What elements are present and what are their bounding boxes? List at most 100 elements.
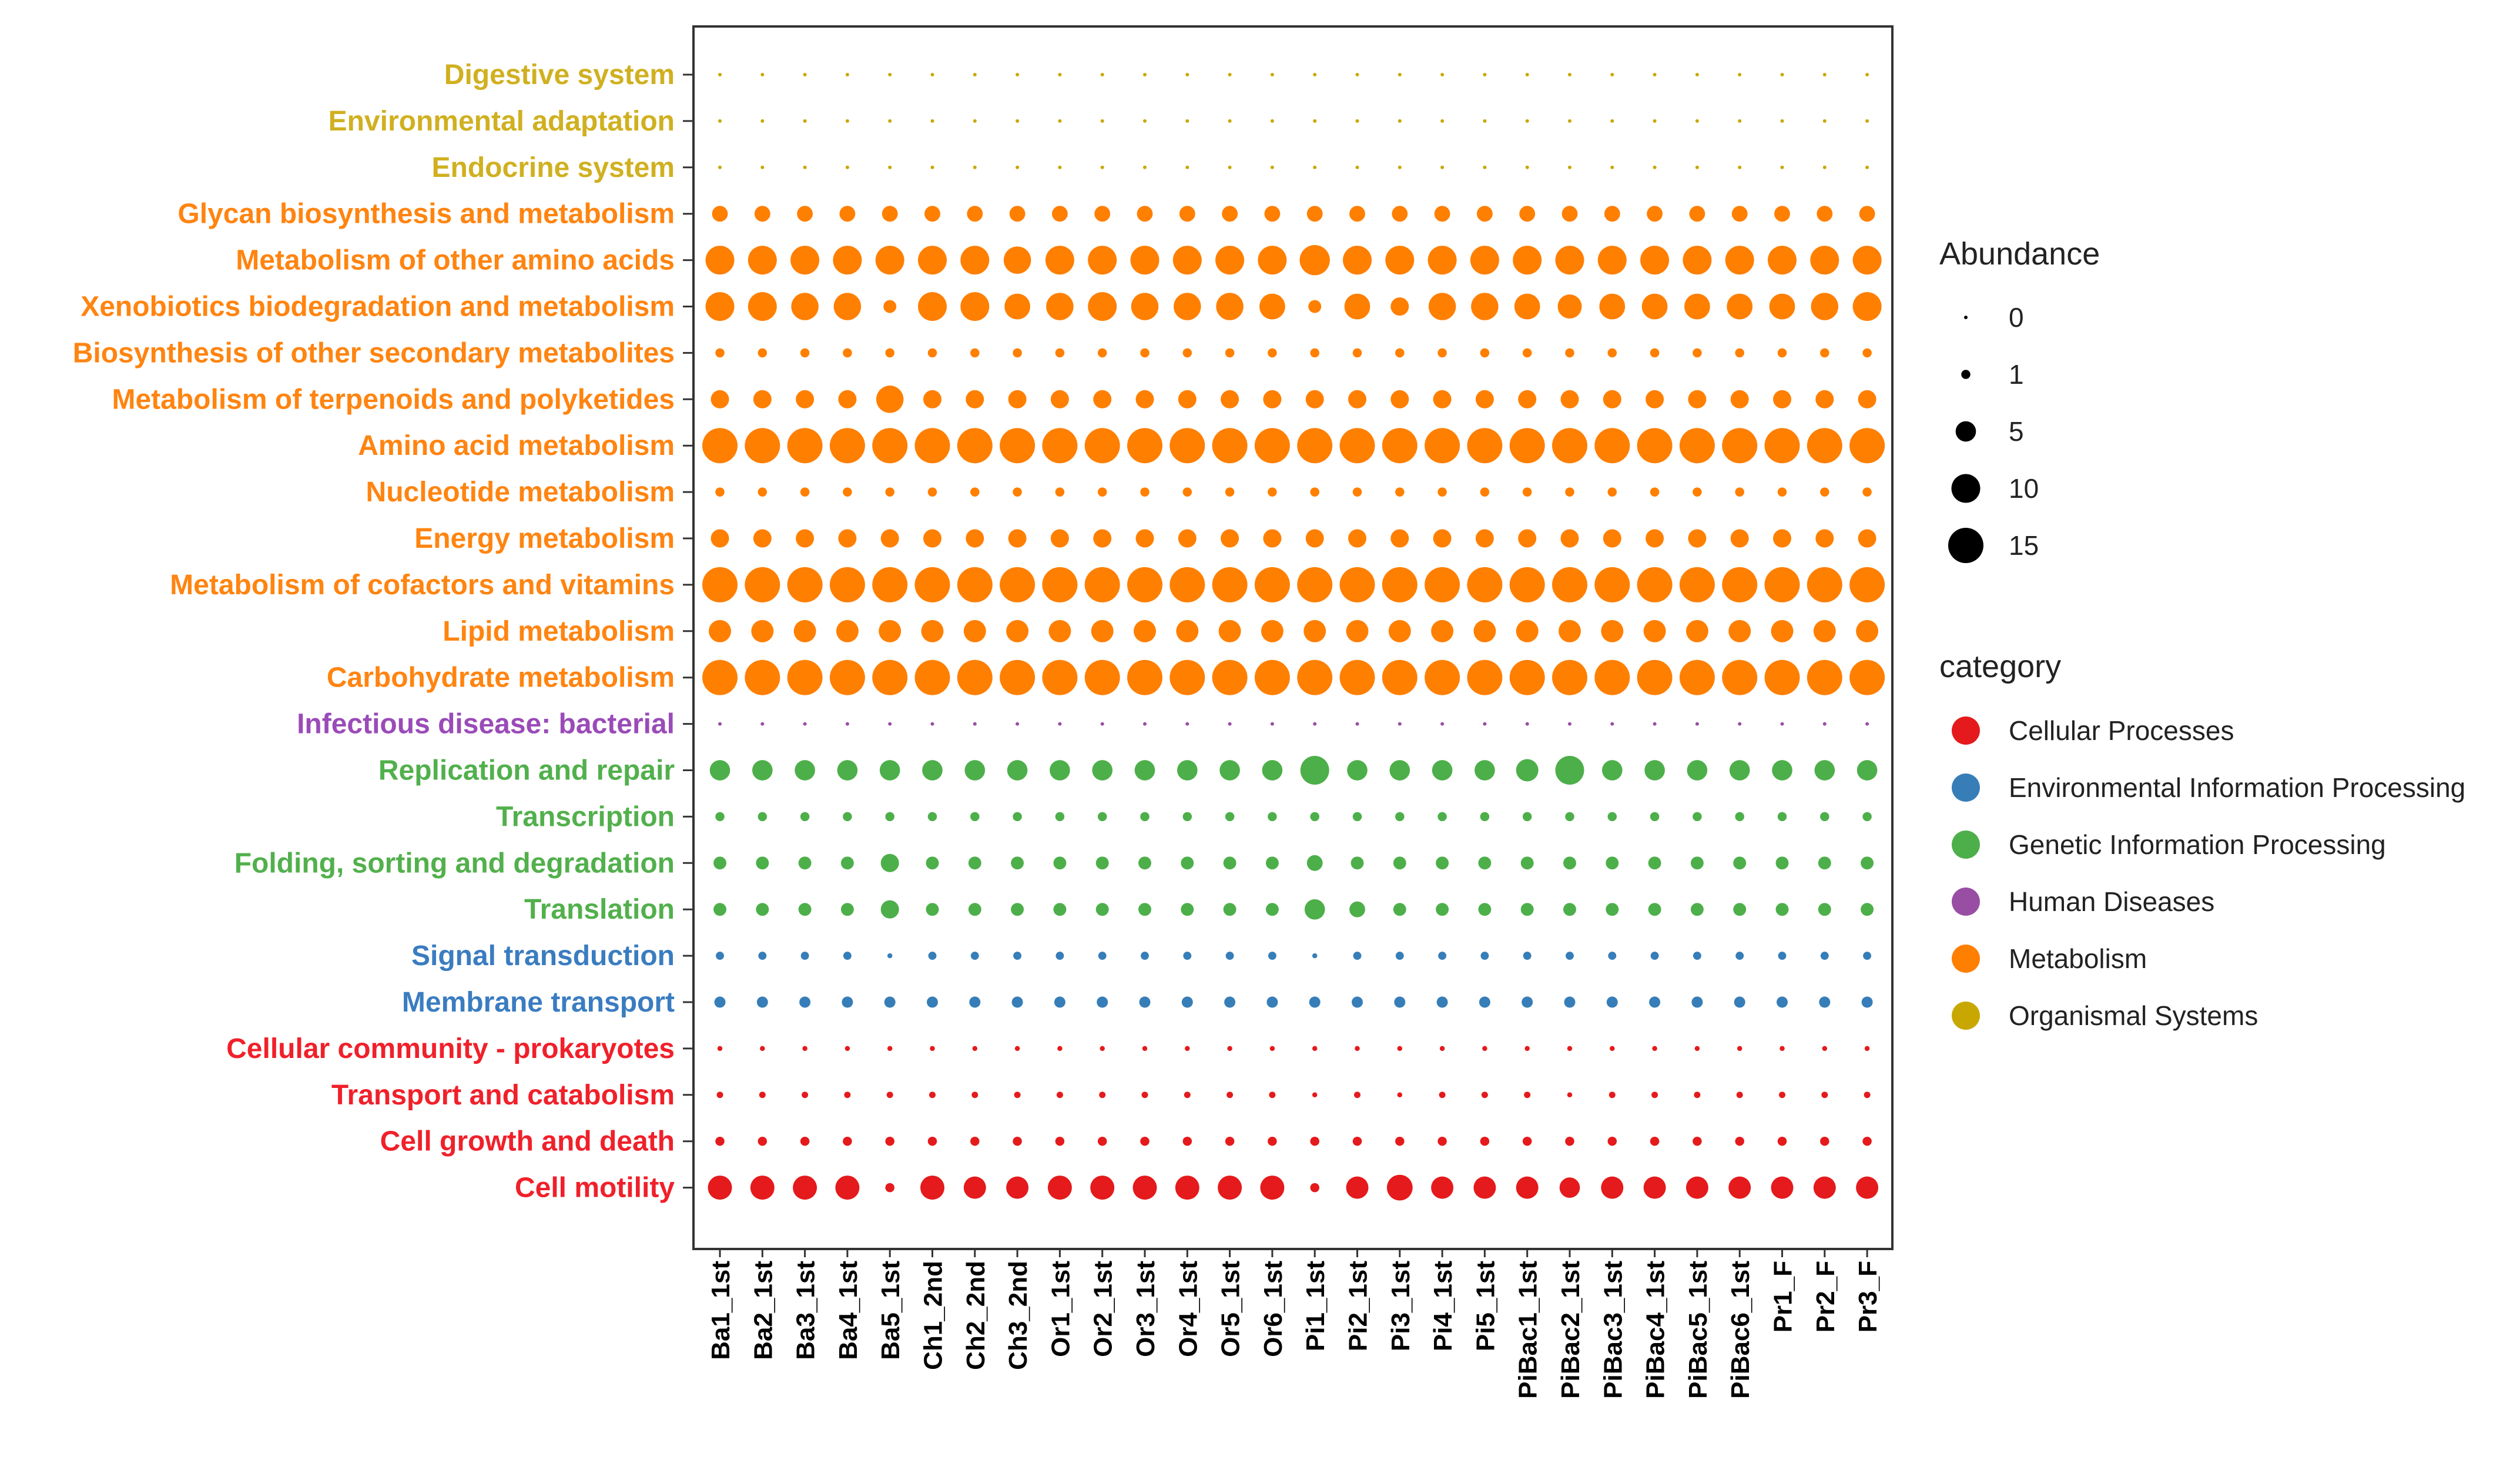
point-endocrine-system-pr3-f [1865,165,1869,169]
point-amino-acid-metabolism-pibac4-1st [1637,428,1673,464]
point-digestive-system-pibac3-1st [1610,73,1614,76]
point-xenobiotics-biodegradation-and-metabolism-pi4-1st [1428,293,1456,320]
point-infectious-disease-bacterial-or2-1st [1100,722,1104,726]
x-tick-label-or3-1st: Or3_1st [1131,1261,1160,1357]
point-cell-growth-and-death-ba2-1st [758,1136,768,1146]
point-cellular-community-prokaryotes-ba5-1st [887,1046,893,1052]
point-endocrine-system-pibac6-1st [1738,165,1742,169]
point-membrane-transport-or4-1st [1181,996,1193,1008]
point-metabolism-of-terpenoids-and-polyketides-ba4-1st [838,390,857,408]
x-tick-label-pibac2-1st: PiBac2_1st [1556,1261,1585,1399]
point-replication-and-repair-ch2-2nd [964,760,986,781]
point-xenobiotics-biodegradation-and-metabolism-ch2-2nd [960,292,990,321]
y-tick-label-biosynthesis-of-other-secondary-metabolites: Biosynthesis of other secondary metaboli… [73,337,675,369]
y-tick-label-carbohydrate-metabolism: Carbohydrate metabolism [327,662,675,694]
y-tick-label-cell-growth-and-death: Cell growth and death [380,1126,675,1157]
point-cell-motility-pibac4-1st [1643,1176,1666,1199]
point-membrane-transport-or2-1st [1097,996,1108,1008]
point-cellular-community-prokaryotes-or6-1st [1269,1046,1275,1052]
point-infectious-disease-bacterial-pibac2-1st [1568,722,1571,726]
point-metabolism-of-cofactors-and-vitamins-pi5-1st [1467,567,1503,602]
point-glycan-biosynthesis-and-metabolism-pi1-1st [1306,206,1323,222]
point-endocrine-system-pi5-1st [1483,165,1487,169]
point-transport-and-catabolism-ba1-1st [716,1091,723,1099]
point-environmental-adaptation-pi5-1st [1483,119,1487,123]
point-xenobiotics-biodegradation-and-metabolism-pi3-1st [1390,297,1409,316]
point-cell-growth-and-death-or4-1st [1182,1136,1192,1146]
point-membrane-transport-ch1-2nd [927,996,938,1008]
point-translation-ba3-1st [798,903,812,916]
point-carbohydrate-metabolism-ba1-1st [702,659,738,695]
point-lipid-metabolism-ba4-1st [836,620,859,642]
point-biosynthesis-of-other-secondary-metabolites-ba5-1st [885,348,894,358]
point-energy-metabolism-ba5-1st [880,529,899,548]
x-axis-labels: Ba1_1st Ba2_1st Ba3_1st Ba4_1st Ba5_1st Ch1_2… [706,1261,1882,1399]
point-endocrine-system-or6-1st [1270,165,1274,169]
point-membrane-transport-pibac6-1st [1734,996,1745,1008]
point-nucleotide-metabolism-ba5-1st [885,487,894,497]
y-tick-label-lipid-metabolism: Lipid metabolism [443,616,675,647]
point-cell-motility-pi4-1st [1431,1176,1454,1199]
point-carbohydrate-metabolism-pibac5-1st [1679,659,1715,695]
point-metabolism-of-other-amino-acids-or2-1st [1088,246,1117,275]
point-glycan-biosynthesis-and-metabolism-or6-1st [1264,206,1281,222]
point-metabolism-of-terpenoids-and-polyketides-or3-1st [1135,390,1154,408]
point-carbohydrate-metabolism-pr2-f [1807,659,1842,695]
point-signal-transduction-pibac6-1st [1735,952,1744,960]
point-digestive-system-pibac1-1st [1525,73,1529,76]
point-replication-and-repair-pr1-f [1772,760,1792,781]
point-metabolism-of-other-amino-acids-pi5-1st [1470,246,1499,275]
point-amino-acid-metabolism-ba4-1st [829,428,865,464]
point-nucleotide-metabolism-pibac2-1st [1565,487,1574,497]
point-glycan-biosynthesis-and-metabolism-or3-1st [1137,206,1153,222]
point-membrane-transport-pibac2-1st [1564,996,1576,1008]
point-amino-acid-metabolism-pi2-1st [1339,428,1375,464]
point-metabolism-of-terpenoids-and-polyketides-pibac6-1st [1730,390,1749,408]
point-amino-acid-metabolism-ch1-2nd [914,428,950,464]
point-nucleotide-metabolism-pibac6-1st [1735,487,1744,497]
point-transport-and-catabolism-or3-1st [1141,1091,1148,1099]
y-tick-label-digestive-system: Digestive system [444,59,675,91]
point-carbohydrate-metabolism-pibac4-1st [1637,659,1673,695]
point-environmental-adaptation-ba5-1st [888,119,892,123]
point-cell-motility-ch3-2nd [1006,1176,1029,1199]
point-xenobiotics-biodegradation-and-metabolism-or5-1st [1216,293,1244,320]
point-environmental-adaptation-pibac3-1st [1610,119,1614,123]
point-carbohydrate-metabolism-pibac2-1st [1552,659,1587,695]
point-membrane-transport-pibac3-1st [1606,996,1618,1008]
point-replication-and-repair-ba1-1st [709,760,730,781]
point-lipid-metabolism-ba5-1st [879,620,902,642]
point-lipid-metabolism-pibac6-1st [1728,620,1751,642]
point-signal-transduction-pi2-1st [1353,952,1362,960]
point-cellular-community-prokaryotes-or5-1st [1227,1046,1232,1052]
point-cell-motility-pi1-1st [1310,1183,1319,1193]
point-nucleotide-metabolism-ba1-1st [715,487,725,497]
point-metabolism-of-cofactors-and-vitamins-ba2-1st [745,567,780,602]
point-infectious-disease-bacterial-or3-1st [1143,722,1147,726]
point-transport-and-catabolism-ba2-1st [759,1091,766,1099]
point-transcription-or3-1st [1140,812,1150,822]
point-metabolism-of-cofactors-and-vitamins-pr1-f [1764,567,1800,602]
point-biosynthesis-of-other-secondary-metabolites-pibac6-1st [1735,348,1744,358]
point-metabolism-of-cofactors-and-vitamins-ba1-1st [702,567,738,602]
y-tick-label-amino-acid-metabolism: Amino acid metabolism [358,430,675,461]
point-folding-sorting-and-degradation-or1-1st [1053,856,1067,870]
point-environmental-adaptation-ch3-2nd [1016,119,1020,123]
point-biosynthesis-of-other-secondary-metabolites-ba2-1st [758,348,768,358]
point-cell-growth-and-death-ba3-1st [800,1136,810,1146]
point-xenobiotics-biodegradation-and-metabolism-ba4-1st [833,293,862,320]
point-amino-acid-metabolism-pr2-f [1807,428,1842,464]
point-amino-acid-metabolism-ba3-1st [787,428,823,464]
point-transcription-pr2-f [1820,812,1829,822]
point-energy-metabolism-or4-1st [1178,529,1197,548]
point-cell-motility-pi3-1st [1386,1174,1413,1201]
point-cell-growth-and-death-ba1-1st [715,1136,725,1146]
point-infectious-disease-bacterial-ch3-2nd [1016,722,1020,726]
point-glycan-biosynthesis-and-metabolism-pr2-f [1817,206,1833,222]
point-translation-pr2-f [1818,903,1831,916]
point-transcription-ba4-1st [843,812,852,822]
point-replication-and-repair-pibac1-1st [1516,759,1539,782]
point-environmental-adaptation-pr2-f [1822,119,1827,123]
point-cell-growth-and-death-pibac3-1st [1607,1136,1617,1146]
point-digestive-system-ba4-1st [845,73,849,76]
